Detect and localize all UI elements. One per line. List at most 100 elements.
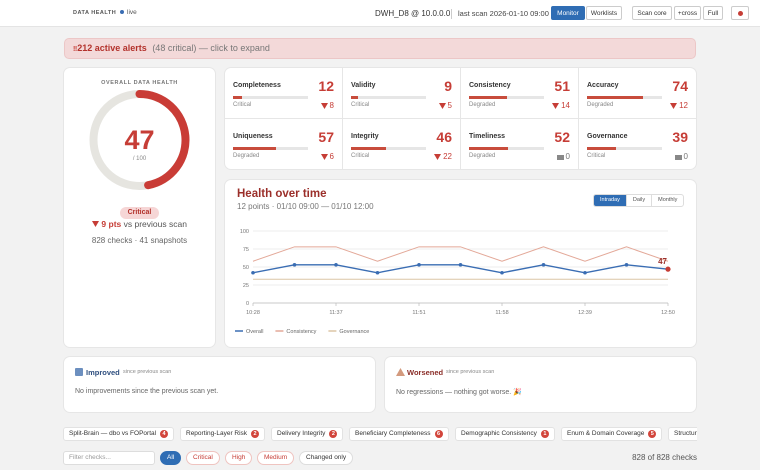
point (292, 263, 297, 267)
x-tick-label: 11:58 (495, 310, 508, 316)
filter-option[interactable]: All (160, 451, 182, 465)
legend-label: Overall (246, 329, 263, 335)
chart: 0 25 50 75 100 10:28 11:37 11:51 11:58 12:39 12:50… (235, 229, 675, 335)
chart-title: Health over time (237, 188, 327, 200)
metric-bar (351, 96, 358, 99)
metric-delta: 5 (438, 101, 452, 110)
check-icon (75, 368, 83, 376)
scan-button[interactable]: Scan core (632, 6, 672, 20)
last-scan: last scan 2026-01-10 09:00 (458, 9, 549, 18)
group-tab[interactable]: Reporting-Layer Risk 2 (180, 427, 266, 441)
metric-name: Integrity (351, 133, 379, 140)
metric-status: Degraded (469, 102, 496, 108)
nav-button[interactable]: Worklists (586, 6, 622, 20)
series-line (252, 246, 669, 262)
improved-card: Improved since previous scan No improvem… (64, 357, 375, 412)
theme-toggle[interactable] (731, 6, 749, 20)
group-tab[interactable]: Demographic Consistency 1 (455, 427, 555, 441)
delta-shape (320, 102, 328, 109)
metric-bar (351, 147, 386, 150)
metric-delta: 22 (434, 152, 452, 161)
metric-delta: 6 (320, 152, 334, 161)
alert-headline: 212 active alerts (77, 43, 147, 53)
metric-name: Completeness (233, 82, 281, 89)
top-bar: DATA HEALTH live DWH_D8 @ 10.0.0.0 last … (0, 0, 760, 27)
metric-track (233, 96, 308, 99)
metric-score: 12 (318, 78, 334, 94)
metric-bar (233, 147, 276, 150)
gauge: 47/ 100 (89, 90, 190, 190)
metric-score: 52 (554, 129, 570, 145)
overall-summary: 828 checks · 41 snapshots (91, 236, 188, 245)
x-tick-label: 12:50 (661, 310, 675, 316)
group-tab[interactable]: Beneficiary Completeness 6 (349, 427, 449, 441)
delta-icon (438, 102, 446, 109)
alert-detail: (48 critical) — click to expand (152, 43, 270, 53)
metric-status: Degraded (233, 153, 260, 159)
brand: DATA HEALTH (73, 10, 117, 16)
gauge-score: 47 (124, 125, 154, 155)
range-tab[interactable]: Intraday (594, 195, 626, 206)
group-name: Reporting-Layer Risk (186, 430, 248, 437)
metric-score: 9 (444, 78, 452, 94)
filter-option[interactable]: Critical (186, 451, 220, 465)
metric-name: Validity (351, 82, 376, 89)
group-count: 5 (648, 430, 657, 438)
metric-delta: 8 (320, 101, 334, 110)
metric-score: 57 (318, 129, 334, 145)
improved-note: since previous scan (123, 369, 172, 375)
group-tab[interactable]: Split-Brain — dbo vs FOPortal 4 (63, 427, 175, 441)
worsened-empty: No regressions — nothing got worse. 🎉 (396, 389, 522, 396)
filter-input[interactable]: Filter checks... (63, 451, 155, 465)
scan-button[interactable]: Full (703, 6, 723, 20)
metric-status: Critical (351, 102, 370, 108)
delta-value: 0 (565, 152, 570, 161)
range-tab[interactable]: Daily (625, 195, 651, 206)
group-tab[interactable]: Enum & Domain Coverage 5 (561, 427, 663, 441)
point (417, 263, 421, 267)
x-tick-label: 12:39 (578, 310, 592, 316)
scan-button[interactable]: +cross (674, 6, 701, 20)
point (375, 270, 380, 275)
range-tab[interactable]: Monthly (651, 195, 683, 206)
group-tab[interactable]: Structural Governance (668, 427, 697, 441)
group-name: Beneficiary Completeness (355, 430, 431, 437)
group-name: Enum & Domain Coverage (567, 430, 645, 437)
metric-card: Accuracy 74 Degraded 12 (579, 68, 696, 118)
metric-track (469, 96, 544, 99)
nav-button[interactable]: Monitor (551, 6, 585, 20)
filter-option[interactable]: Changed only (299, 451, 354, 465)
metric-bar (233, 96, 242, 99)
metric-track (233, 147, 308, 150)
y-tick-label: 25 (243, 283, 249, 289)
metric-score: 74 (672, 78, 688, 94)
metric-track (351, 96, 426, 99)
delta-icon (556, 154, 564, 160)
group-tab[interactable]: Delivery Integrity 2 (271, 427, 344, 441)
metric-name: Consistency (469, 82, 511, 89)
status-wrap: Critical (64, 201, 215, 219)
delta-value: 12 (679, 101, 688, 110)
metric-track (469, 147, 544, 150)
delta-note: vs previous scan (123, 219, 187, 229)
delta-icon (320, 153, 328, 160)
filter-option[interactable]: Medium (257, 451, 295, 465)
point (334, 263, 338, 267)
metric-name: Accuracy (587, 82, 619, 89)
alert-icon: ‼ (73, 46, 78, 53)
point (665, 266, 671, 272)
point (583, 270, 587, 275)
live-status: live (127, 9, 137, 16)
filter-option[interactable]: High (225, 451, 253, 465)
overall-label: OVERALL DATA HEALTH (101, 80, 178, 86)
legend-label: Governance (339, 329, 369, 335)
metric-bar (469, 96, 508, 99)
metric-delta: 14 (552, 101, 570, 110)
metric-delta: 0 (556, 152, 570, 161)
x-tick-label: 11:37 (329, 310, 342, 316)
end-label: 47 (658, 257, 667, 266)
y-tick-label: 75 (243, 247, 249, 253)
alert-banner[interactable]: ‼212 active alerts (48 critical) — click… (64, 38, 696, 59)
delta-value: 9 (101, 219, 107, 229)
